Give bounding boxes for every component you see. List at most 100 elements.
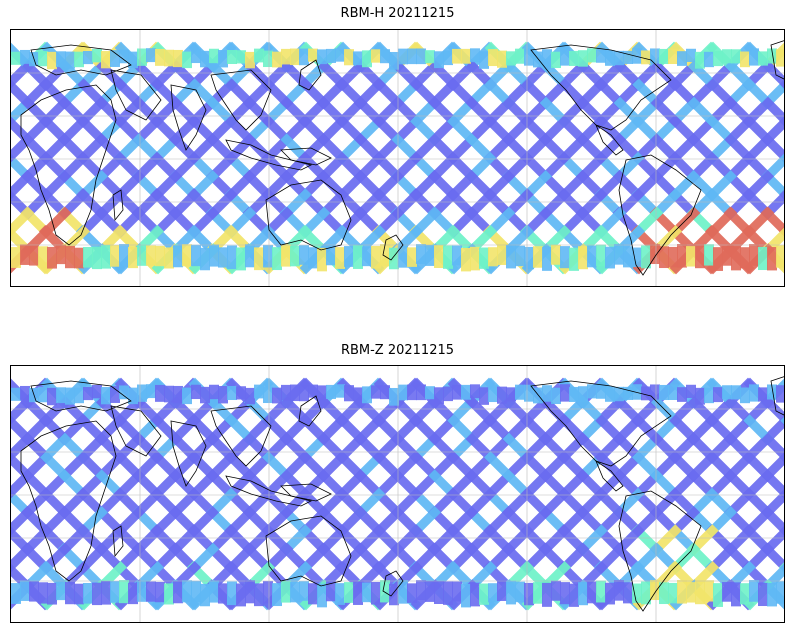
- track-segment: [11, 133, 34, 163]
- band-cell: [551, 51, 561, 69]
- band-cell: [299, 384, 309, 402]
- band-cell: [47, 582, 57, 605]
- band-cell: [551, 580, 561, 601]
- band-cell: [515, 245, 525, 267]
- band-cell: [740, 583, 750, 605]
- band-cell: [668, 384, 678, 400]
- track-segment: [11, 469, 34, 499]
- band-cell: [20, 244, 30, 265]
- band-cell: [335, 583, 345, 605]
- band-cell: [74, 247, 84, 269]
- band-cell: [173, 245, 183, 268]
- band-cell: [290, 581, 300, 603]
- band-cell: [290, 384, 300, 402]
- band-cell: [74, 51, 84, 68]
- track-segment: [11, 206, 35, 237]
- coastline-australia: [265, 515, 352, 587]
- track-segment: [11, 505, 35, 536]
- band-cell: [776, 581, 784, 604]
- band-cell: [731, 49, 741, 64]
- coastline-newzealand: [382, 234, 404, 261]
- band-cell: [281, 48, 291, 65]
- band-cell: [308, 384, 318, 398]
- band-cell: [650, 48, 660, 64]
- band-cell: [776, 385, 784, 403]
- track-segment: [11, 395, 34, 425]
- band-cell: [110, 50, 120, 67]
- band-cell: [506, 387, 516, 402]
- band-cell: [128, 582, 138, 605]
- band-cell: [758, 582, 768, 607]
- band-cell: [326, 245, 336, 266]
- band-cell: [425, 50, 435, 64]
- band-cell: [56, 244, 66, 265]
- band-cell: [623, 246, 633, 268]
- band-cell: [767, 48, 777, 64]
- band-cell: [740, 387, 750, 404]
- band-cell: [695, 244, 705, 269]
- band-cell: [497, 244, 507, 265]
- band-cell: [317, 49, 327, 65]
- band-cell: [92, 384, 102, 399]
- band-cell: [119, 244, 129, 268]
- band-cell: [416, 580, 426, 600]
- band-cell: [560, 246, 570, 269]
- band-cell: [695, 51, 705, 69]
- band-cell: [272, 387, 282, 404]
- band-cell: [200, 247, 210, 271]
- band-cell: [740, 51, 750, 68]
- band-cell: [191, 48, 201, 64]
- band-cell: [452, 245, 462, 266]
- gridlines: [11, 366, 784, 622]
- band-cell: [740, 247, 750, 269]
- coastline-india: [170, 420, 207, 487]
- band-cell: [551, 244, 561, 265]
- band-cell: [119, 580, 129, 604]
- band-cell: [290, 245, 300, 267]
- band-cell: [614, 386, 624, 402]
- band-cell: [659, 48, 669, 65]
- band-cell: [749, 384, 759, 402]
- coastline-centralam: [595, 459, 624, 492]
- band-cell: [128, 51, 138, 69]
- band-cell: [524, 48, 534, 66]
- band-cell: [542, 582, 552, 607]
- band-cell: [713, 247, 723, 271]
- band-cell: [587, 581, 597, 604]
- band-cell: [137, 580, 147, 602]
- band-cell: [623, 386, 633, 400]
- band-cell: [155, 384, 165, 402]
- band-cell: [470, 384, 480, 399]
- band-cell: [713, 51, 723, 67]
- band-cell: [20, 385, 30, 400]
- band-cell: [686, 48, 696, 62]
- band-cell: [452, 48, 462, 64]
- band-cell: [254, 48, 264, 63]
- band-cell: [155, 245, 165, 267]
- band-cell: [281, 244, 291, 267]
- band-cell: [551, 387, 561, 405]
- band-cell: [443, 386, 453, 402]
- band-cell: [371, 581, 381, 605]
- band-cell: [722, 582, 732, 602]
- band-cell: [83, 51, 93, 65]
- band-cell: [389, 247, 399, 270]
- band-cell: [317, 583, 327, 608]
- band-cell: [335, 247, 345, 269]
- band-cell: [227, 245, 237, 270]
- band-cell: [110, 581, 120, 603]
- band-cell: [380, 580, 390, 603]
- band-cell: [335, 48, 345, 62]
- band-cell: [308, 247, 318, 269]
- band-cell: [713, 387, 723, 403]
- band-cell: [317, 247, 327, 272]
- band-cell: [488, 247, 498, 267]
- band-cell: [668, 48, 678, 64]
- coastline-japan: [298, 395, 322, 427]
- band-cell: [137, 384, 147, 402]
- band-cell: [182, 51, 192, 69]
- band-cell: [515, 48, 525, 64]
- coastline-greenland: [770, 376, 784, 416]
- band-cell: [524, 246, 534, 270]
- band-cell: [605, 582, 615, 605]
